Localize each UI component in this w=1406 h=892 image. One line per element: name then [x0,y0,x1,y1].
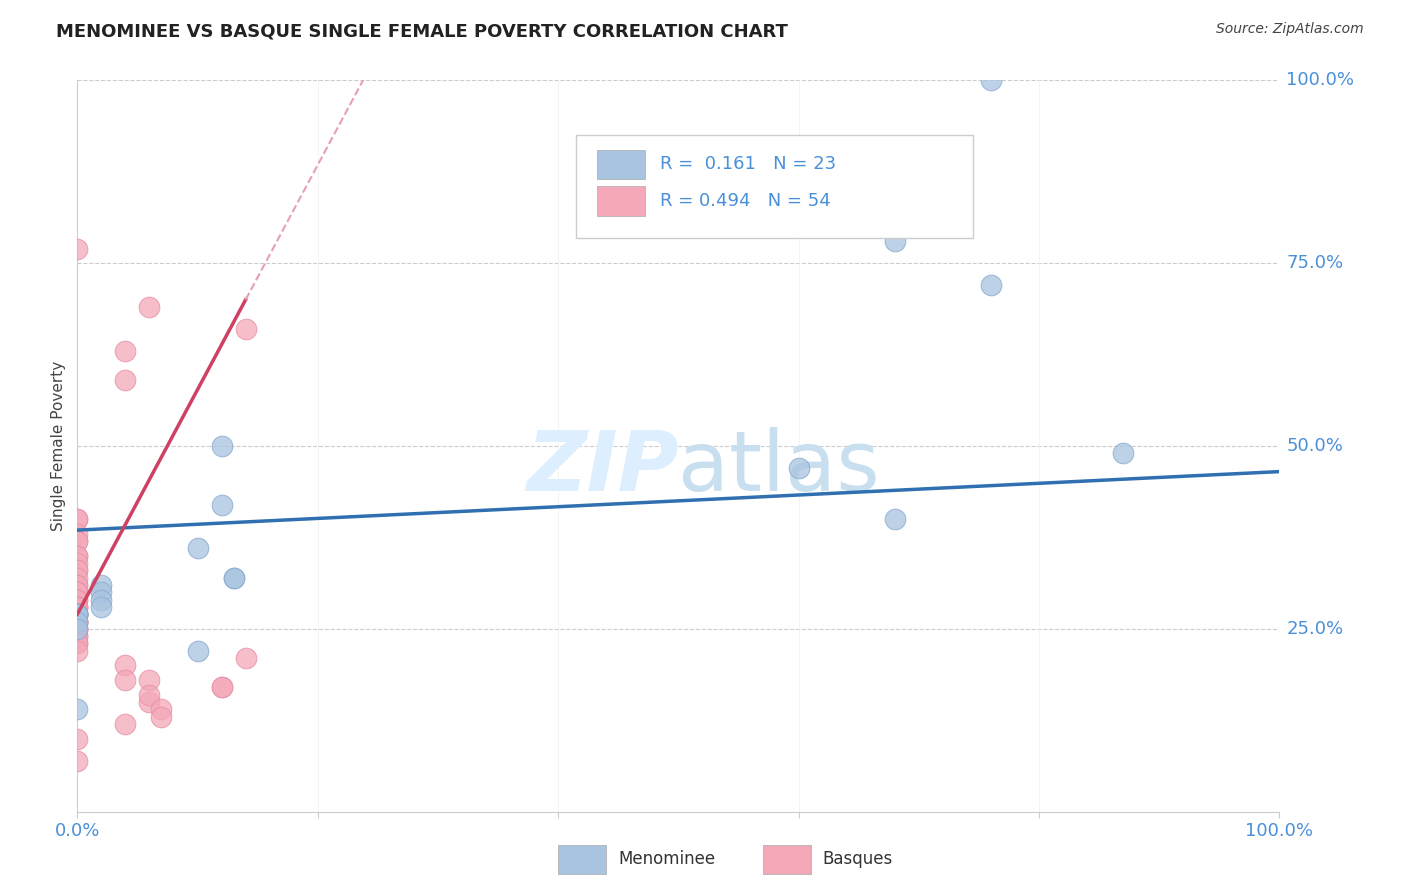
Point [114,717,136,731]
Point [235,322,257,336]
Point [66,512,89,526]
Point [66,615,89,629]
Point [222,571,245,585]
Text: Menominee: Menominee [619,850,716,868]
Point [66,549,89,563]
Text: Source: ZipAtlas.com: Source: ZipAtlas.com [1216,22,1364,37]
Point [980,73,1002,87]
Point [235,651,257,665]
Point [66,615,89,629]
Point [66,615,89,629]
Point [138,688,160,702]
Point [90,578,112,592]
Point [66,526,89,541]
Point [883,234,905,248]
Point [114,673,136,687]
Point [66,644,89,658]
Point [211,681,233,695]
Point [66,636,89,650]
Point [66,563,89,577]
Point [883,512,905,526]
Point [66,556,89,570]
Point [114,658,136,673]
Point [980,278,1002,293]
Point [66,754,89,768]
FancyBboxPatch shape [596,186,645,216]
Point [66,592,89,607]
FancyBboxPatch shape [596,150,645,179]
Point [211,439,233,453]
Point [66,549,89,563]
Point [66,607,89,622]
Point [66,534,89,549]
Point [66,629,89,643]
Point [138,673,160,687]
Point [186,541,209,556]
Point [66,534,89,549]
Point [114,373,136,387]
Point [66,615,89,629]
Point [787,461,810,475]
Point [66,571,89,585]
Point [114,343,136,358]
Point [150,702,173,716]
Text: 50.0%: 50.0% [1286,437,1343,455]
Point [66,563,89,577]
Point [66,578,89,592]
Y-axis label: Single Female Poverty: Single Female Poverty [51,361,66,531]
Point [66,585,89,599]
Point [1112,446,1135,460]
FancyBboxPatch shape [576,136,973,237]
Text: 25.0%: 25.0% [1286,620,1344,638]
Point [138,300,160,314]
Point [66,599,89,614]
FancyBboxPatch shape [558,845,606,874]
Point [66,607,89,622]
Text: ZIP: ZIP [526,427,679,508]
Point [66,607,89,622]
Point [66,607,89,622]
Point [66,622,89,636]
Text: 75.0%: 75.0% [1286,254,1344,272]
Point [66,629,89,643]
Point [66,607,89,622]
Point [66,622,89,636]
Point [211,681,233,695]
Point [66,599,89,614]
Point [186,644,209,658]
Point [66,585,89,599]
Text: R =  0.161   N = 23: R = 0.161 N = 23 [661,155,837,173]
Point [66,636,89,650]
Text: R = 0.494   N = 54: R = 0.494 N = 54 [661,192,831,210]
Point [90,592,112,607]
Text: Basques: Basques [823,850,893,868]
Point [138,695,160,709]
Point [66,607,89,622]
Point [66,607,89,622]
Point [66,512,89,526]
Text: MENOMINEE VS BASQUE SINGLE FEMALE POVERTY CORRELATION CHART: MENOMINEE VS BASQUE SINGLE FEMALE POVERT… [56,22,789,40]
Point [90,599,112,614]
Point [66,607,89,622]
Point [66,731,89,746]
Point [66,622,89,636]
Point [66,702,89,716]
FancyBboxPatch shape [762,845,811,874]
Point [66,599,89,614]
Point [150,709,173,723]
Text: atlas: atlas [679,427,880,508]
Point [90,585,112,599]
Point [66,578,89,592]
Point [222,571,245,585]
Point [211,498,233,512]
Point [66,615,89,629]
Point [66,592,89,607]
Point [66,242,89,256]
Text: 100.0%: 100.0% [1286,71,1354,89]
Point [66,622,89,636]
